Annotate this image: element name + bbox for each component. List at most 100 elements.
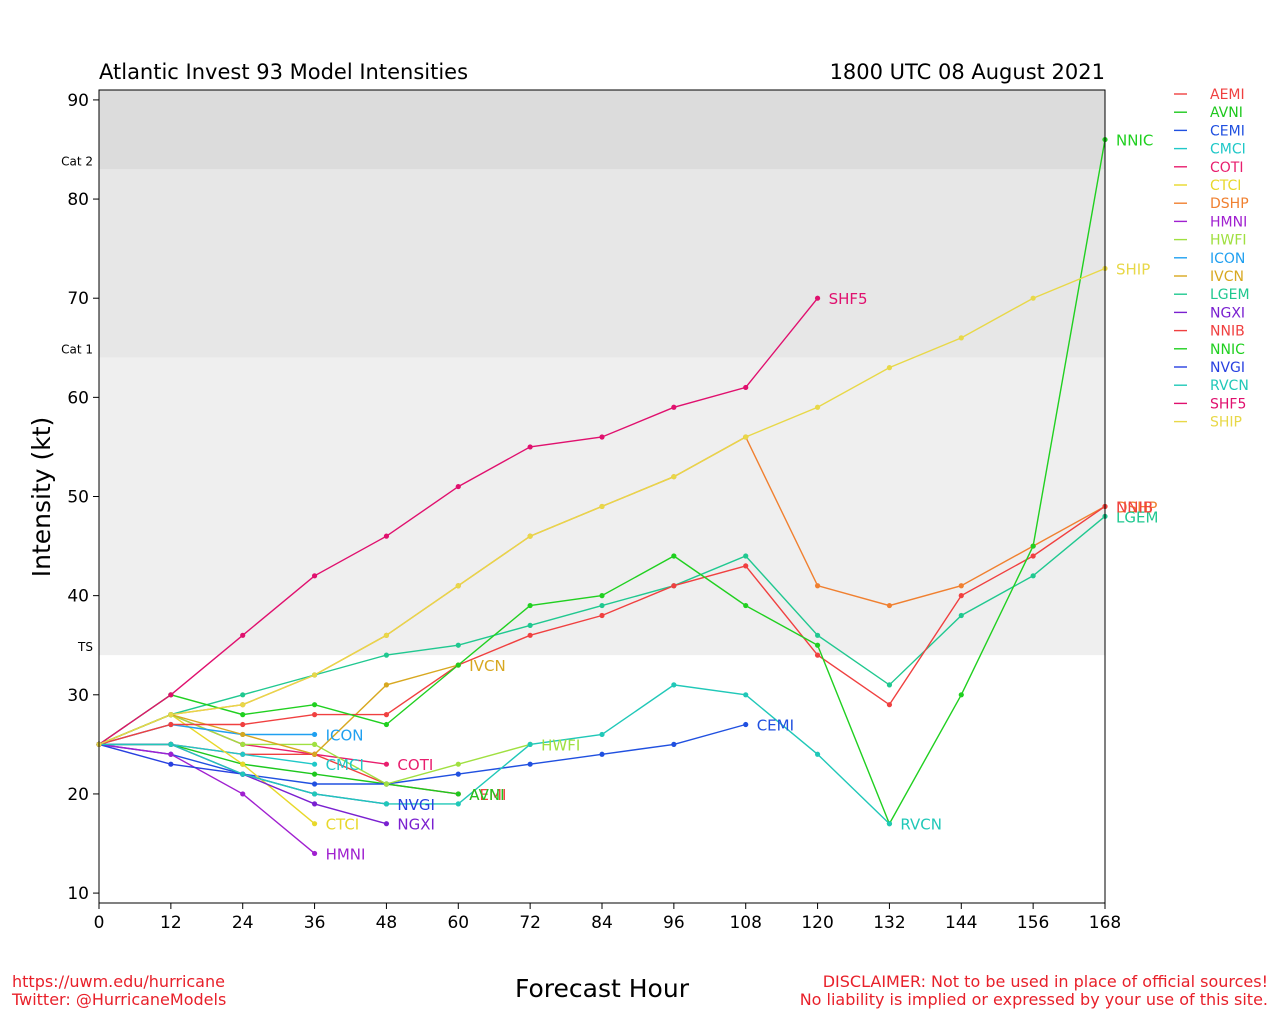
series-point-ivcn <box>311 751 318 757</box>
y-tick-label: 70 <box>67 289 89 309</box>
legend-entry-ivcn: IVCN <box>1210 269 1244 285</box>
series-point-ship <box>886 365 893 371</box>
y-axis-label: Intensity (kt) <box>27 417 56 578</box>
series-point-ctci <box>240 761 246 767</box>
series-point-nnic <box>527 602 533 609</box>
series-point-ivcn <box>383 682 390 688</box>
legend-entry-icon: ICON <box>1210 251 1245 267</box>
x-tick-label: 60 <box>447 913 469 933</box>
series-point-ngxi <box>383 821 390 827</box>
y-tick-label: 80 <box>67 190 89 210</box>
x-tick-label: 72 <box>519 913 541 933</box>
series-end-label-avni: AVNI <box>469 786 504 804</box>
series-point-rvcn <box>383 801 390 807</box>
series-points <box>96 136 1108 857</box>
series-line-cemi <box>98 723 746 785</box>
series-point-shf5 <box>311 573 318 579</box>
series-point-lgem <box>743 553 749 559</box>
series-point-nnib <box>1030 553 1036 559</box>
series-point-shf5 <box>168 692 174 698</box>
series-point-avni <box>311 771 318 777</box>
x-tick-label: 120 <box>801 913 833 933</box>
series-point-nnib <box>671 583 677 589</box>
series-point-ivcn <box>240 731 246 738</box>
series-point-lgem <box>886 682 893 688</box>
series-point-ship <box>240 702 246 708</box>
series-point-rvcn <box>311 791 318 797</box>
x-tick-label: 0 <box>94 913 105 933</box>
series-point-cmci <box>240 751 246 757</box>
x-tick-label: 12 <box>160 913 182 933</box>
series-point-rvcn <box>168 741 174 747</box>
series-point-ship <box>383 632 390 638</box>
legend-entry-aemi: AEMI <box>1210 87 1245 103</box>
series-point-lgem <box>527 622 533 628</box>
series-point-shf5 <box>814 295 821 301</box>
series-point-nnic <box>1030 543 1036 549</box>
x-axis-label: Forecast Hour <box>515 974 690 1003</box>
series-point-cemi <box>527 761 533 767</box>
series-end-label-dshp: DSHP <box>1116 498 1157 516</box>
series-point-ship <box>599 503 605 510</box>
series-point-nnib <box>743 563 749 569</box>
series-end-label-nvgi: NVGI <box>397 796 435 814</box>
series-point-nnib <box>240 721 246 728</box>
chart-subtitle: 1800 UTC 08 August 2021 <box>830 60 1105 84</box>
series-point-cemi <box>311 781 318 787</box>
series-point-nnic <box>383 721 390 728</box>
legend-entry-nnic: NNIC <box>1210 342 1245 358</box>
y-tick-label: 30 <box>67 686 89 706</box>
series-line-hmni <box>98 743 316 854</box>
x-tick-label: 36 <box>304 913 326 933</box>
series-point-lgem <box>240 692 246 698</box>
legend-entry-hwfi: HWFI <box>1210 233 1247 249</box>
series-point-cemi <box>671 741 677 747</box>
footer-twitter-link[interactable]: Twitter: @HurricaneModels <box>12 990 227 1009</box>
series-point-cmci <box>311 761 318 767</box>
series-end-label-shf5: SHF5 <box>829 290 868 308</box>
series-end-label-ivcn: IVCN <box>469 657 505 675</box>
footer-credits: https://uwm.edu/hurricane Twitter: @Hurr… <box>12 973 226 1009</box>
footer-disclaimer: DISCLAIMER: Not to be used in place of o… <box>800 973 1268 1009</box>
legend-entry-cmci: CMCI <box>1210 142 1246 158</box>
series-point-icon <box>311 731 318 738</box>
series-point-nnib <box>814 652 821 658</box>
series-point-rvcn <box>814 751 821 757</box>
series-point-ngxi <box>311 801 318 807</box>
x-tick-label: 84 <box>591 913 613 933</box>
x-tick-label: 168 <box>1089 913 1121 933</box>
series-point-avni <box>455 791 461 797</box>
series-point-nnib <box>168 721 174 728</box>
series-point-ship <box>168 712 174 718</box>
series-end-label-ship: SHIP <box>1116 260 1150 278</box>
series-end-label-cemi: CEMI <box>757 717 794 735</box>
series-end-label-rvcn: RVCN <box>900 816 942 834</box>
series-point-hmni <box>240 791 246 797</box>
footer-url-link[interactable]: https://uwm.edu/hurricane <box>12 972 225 991</box>
series-point-rvcn <box>599 731 605 738</box>
series-point-shf5 <box>527 444 533 450</box>
series-point-nnib <box>383 712 390 718</box>
x-tick-label: 144 <box>945 913 977 933</box>
band-label: Cat 2 <box>61 154 93 168</box>
series-point-nnib <box>886 702 893 708</box>
series-point-rvcn <box>743 692 749 698</box>
series-point-ship <box>1030 295 1036 301</box>
legend-entry-dshp: DSHP <box>1210 196 1249 212</box>
series-point-ship <box>455 583 461 589</box>
series-point-rvcn <box>671 682 677 688</box>
disclaimer-line-2: No liability is implied or expressed by … <box>799 990 1268 1009</box>
series-point-dshp <box>814 583 821 589</box>
legend-entry-rvcn: RVCN <box>1210 378 1249 394</box>
series-end-label-lgem: LGEM <box>1116 508 1158 526</box>
y-axis-ticks: 10 20 30 40 50 60 70 80 90 <box>67 91 99 904</box>
legend-entry-avni: AVNI <box>1210 105 1243 121</box>
x-tick-label: 108 <box>729 913 761 933</box>
series-point-rvcn <box>240 771 246 777</box>
series-point-lgem <box>1030 573 1036 579</box>
legend-entry-shf5: SHF5 <box>1210 396 1246 412</box>
series-point-shf5 <box>240 632 246 638</box>
series-point-rvcn <box>527 741 533 747</box>
series-point-nvgi <box>168 761 174 767</box>
